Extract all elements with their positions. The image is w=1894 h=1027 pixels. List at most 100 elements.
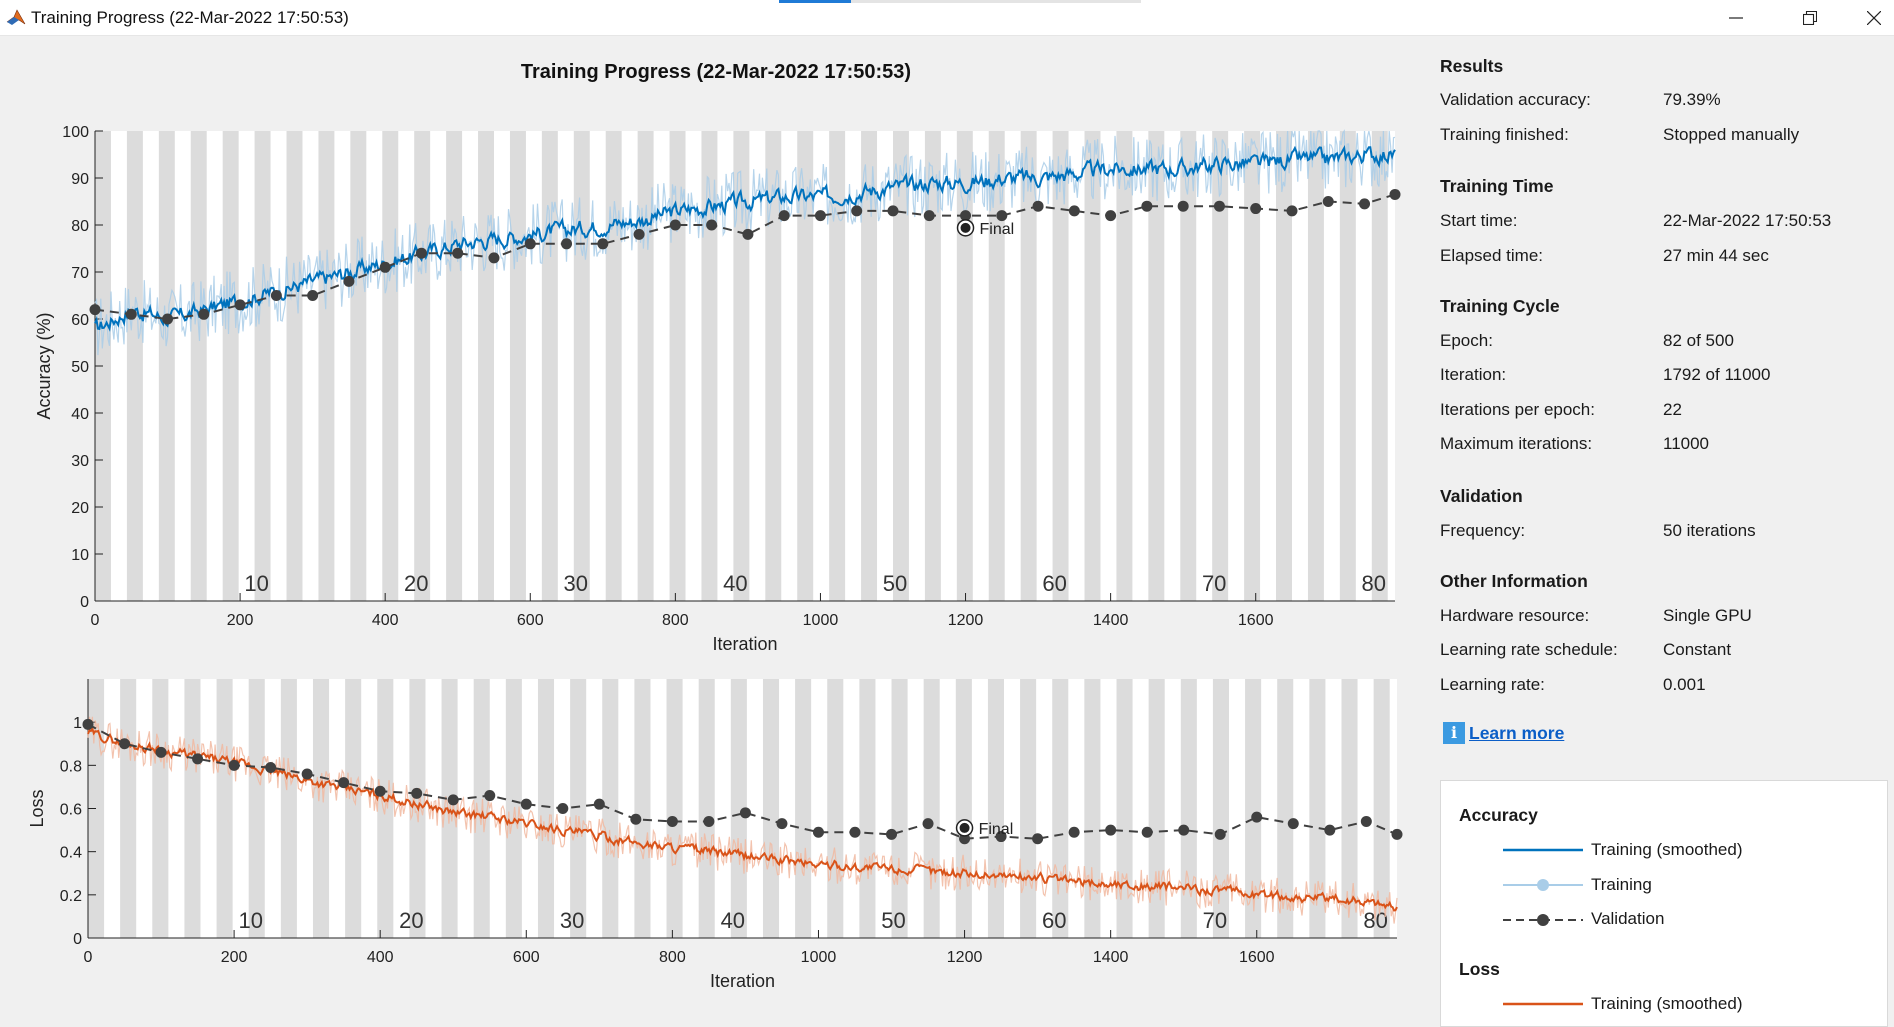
epoch-stripe bbox=[286, 131, 303, 601]
validation-point bbox=[1251, 811, 1263, 823]
epoch-stripe bbox=[795, 679, 812, 938]
x-tick-label: 200 bbox=[227, 612, 254, 629]
epoch-stripe bbox=[987, 679, 1005, 938]
legend-accuracy-validation: Validation bbox=[1591, 909, 1665, 928]
frequency-value: 50 iterations bbox=[1663, 521, 1756, 540]
legend-loss-heading: Loss bbox=[1459, 959, 1500, 979]
epoch-stripe bbox=[892, 131, 909, 601]
x-tick-label: 1400 bbox=[1093, 612, 1129, 629]
validation-point bbox=[666, 815, 678, 827]
legend-training-swatch bbox=[1503, 879, 1583, 891]
y-tick-label: 0 bbox=[73, 931, 82, 948]
x-tick-label: 1200 bbox=[947, 949, 983, 966]
epoch-stripe bbox=[126, 131, 143, 601]
validation-point bbox=[960, 210, 972, 222]
validation-point bbox=[1359, 198, 1371, 210]
y-tick-label: 10 bbox=[71, 547, 89, 564]
epoch-stripe bbox=[152, 679, 169, 938]
start-time-value: 22-Mar-2022 17:50:53 bbox=[1663, 211, 1832, 230]
epoch-stripe bbox=[859, 679, 876, 938]
validation-point bbox=[1105, 824, 1117, 836]
epoch-stripe bbox=[698, 679, 715, 938]
epoch-stripe bbox=[216, 679, 233, 938]
epoch-stripe bbox=[1309, 679, 1326, 938]
close-button[interactable] bbox=[1854, 0, 1894, 35]
y-axis-label: Accuracy (%) bbox=[34, 312, 54, 419]
epoch-stripe bbox=[350, 131, 367, 601]
learn-more-link[interactable]: Learn more bbox=[1469, 722, 1565, 743]
validation-point bbox=[1360, 815, 1372, 827]
x-axis-label: Iteration bbox=[710, 971, 775, 991]
y-tick-label: 0.6 bbox=[60, 802, 82, 819]
epoch-stripe bbox=[1148, 131, 1165, 601]
validation-point bbox=[234, 299, 246, 311]
learning-rate-value: 0.001 bbox=[1663, 675, 1706, 694]
x-tick-label: 1200 bbox=[948, 612, 984, 629]
epoch-stripe bbox=[1245, 679, 1262, 938]
validation-point bbox=[484, 790, 496, 802]
y-tick-label: 60 bbox=[71, 312, 89, 329]
epoch-label: Epoch: bbox=[1440, 331, 1493, 350]
epoch-label: 20 bbox=[404, 571, 428, 596]
epoch-label: 70 bbox=[1202, 571, 1226, 596]
epoch-label: 30 bbox=[560, 908, 584, 933]
validation-point bbox=[379, 261, 391, 273]
epoch-label: 40 bbox=[723, 571, 747, 596]
training-raw-line bbox=[94, 129, 1396, 356]
active-tab-indicator bbox=[779, 0, 851, 3]
epoch-stripe bbox=[827, 679, 844, 938]
minimize-button[interactable] bbox=[1706, 0, 1766, 35]
final-marker-dot bbox=[960, 222, 971, 233]
epoch-stripe bbox=[829, 131, 846, 601]
training-plots: Training Progress (22-Mar-2022 17:50:53)… bbox=[27, 61, 1403, 991]
matlab-logo-icon bbox=[6, 9, 26, 25]
validation-point bbox=[265, 761, 277, 773]
restore-button[interactable] bbox=[1780, 0, 1840, 35]
validation-point bbox=[597, 238, 609, 250]
validation-point bbox=[1213, 200, 1225, 212]
epoch-stripe bbox=[797, 131, 814, 601]
info-icon: i bbox=[1443, 722, 1465, 744]
validation-point bbox=[1389, 188, 1401, 200]
epoch-stripe bbox=[891, 679, 908, 938]
y-tick-label: 100 bbox=[62, 124, 89, 141]
epoch-stripe bbox=[762, 679, 780, 938]
training-smoothed-line bbox=[94, 145, 1396, 332]
epoch-stripe bbox=[280, 679, 297, 938]
epoch-stripe bbox=[666, 679, 683, 938]
y-tick-label: 40 bbox=[71, 406, 89, 423]
validation-point bbox=[1287, 818, 1299, 830]
x-tick-label: 800 bbox=[659, 949, 686, 966]
validation-point bbox=[524, 238, 536, 250]
epoch-stripe bbox=[1084, 131, 1101, 601]
epoch-label: 60 bbox=[1042, 908, 1066, 933]
validation-point bbox=[922, 818, 934, 830]
validation-point bbox=[1322, 196, 1334, 207]
epoch-stripe bbox=[1148, 679, 1165, 938]
epoch-stripe bbox=[478, 131, 494, 601]
validation-point bbox=[89, 304, 101, 316]
epoch-stripe bbox=[1116, 131, 1133, 601]
epoch-stripe bbox=[637, 131, 654, 601]
validation-point bbox=[343, 275, 355, 287]
epoch-stripe bbox=[634, 679, 651, 938]
epoch-stripe bbox=[1373, 679, 1390, 938]
validation-point bbox=[633, 228, 645, 240]
epoch-stripe bbox=[345, 679, 362, 938]
validation-point bbox=[415, 247, 427, 259]
validation-point bbox=[669, 219, 681, 231]
validation-point bbox=[1105, 210, 1117, 222]
x-tick-label: 400 bbox=[372, 612, 399, 629]
epoch-label: 80 bbox=[1362, 571, 1386, 596]
y-tick-label: 80 bbox=[71, 218, 89, 235]
validation-point bbox=[706, 219, 718, 231]
validation-point bbox=[1324, 824, 1336, 836]
iterations-per-epoch-value: 22 bbox=[1663, 400, 1682, 419]
epoch-stripe bbox=[414, 131, 431, 601]
y-tick-label: 70 bbox=[71, 265, 89, 282]
epoch-label: 50 bbox=[881, 908, 905, 933]
epoch-label: 10 bbox=[238, 908, 262, 933]
validation-point bbox=[630, 813, 642, 825]
epoch-stripe bbox=[924, 131, 941, 601]
